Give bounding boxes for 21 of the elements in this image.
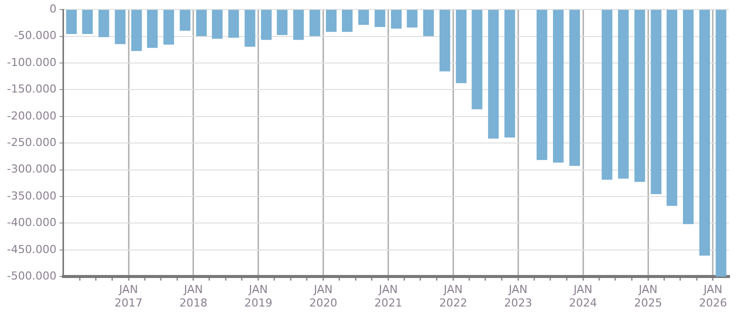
y-tick-label: -400.000 [6,216,56,230]
x-tick-label: JAN 2026 [698,283,727,310]
y-tick-label: -200.000 [6,109,56,122]
y-tick-label: -500.000 [6,269,56,282]
y-tick-label: 0 [49,2,56,16]
x-tick-label: JAN 2019 [244,283,272,310]
x-tick-label: JAN 2017 [114,283,143,310]
y-tick-label: -150.000 [6,82,56,96]
y-tick-label: -250.000 [6,136,56,149]
x-tick-label: JAN 2021 [374,283,402,310]
x-tick-label: JAN 2023 [504,283,532,310]
y-tick-label: -50.000 [14,29,56,42]
x-tick-label: JAN 2018 [179,283,208,310]
y-tick-label: -300.000 [6,162,56,176]
x-tick-label: JAN 2022 [439,283,468,310]
x-tick-label: JAN 2020 [309,283,338,310]
x-tick-label: JAN 2025 [634,283,662,310]
y-tick-label: -450.000 [6,242,56,256]
y-tick-label: -100.000 [6,56,56,69]
y-tick-label: -350.000 [6,189,56,202]
x-tick-label: JAN 2024 [569,283,598,310]
